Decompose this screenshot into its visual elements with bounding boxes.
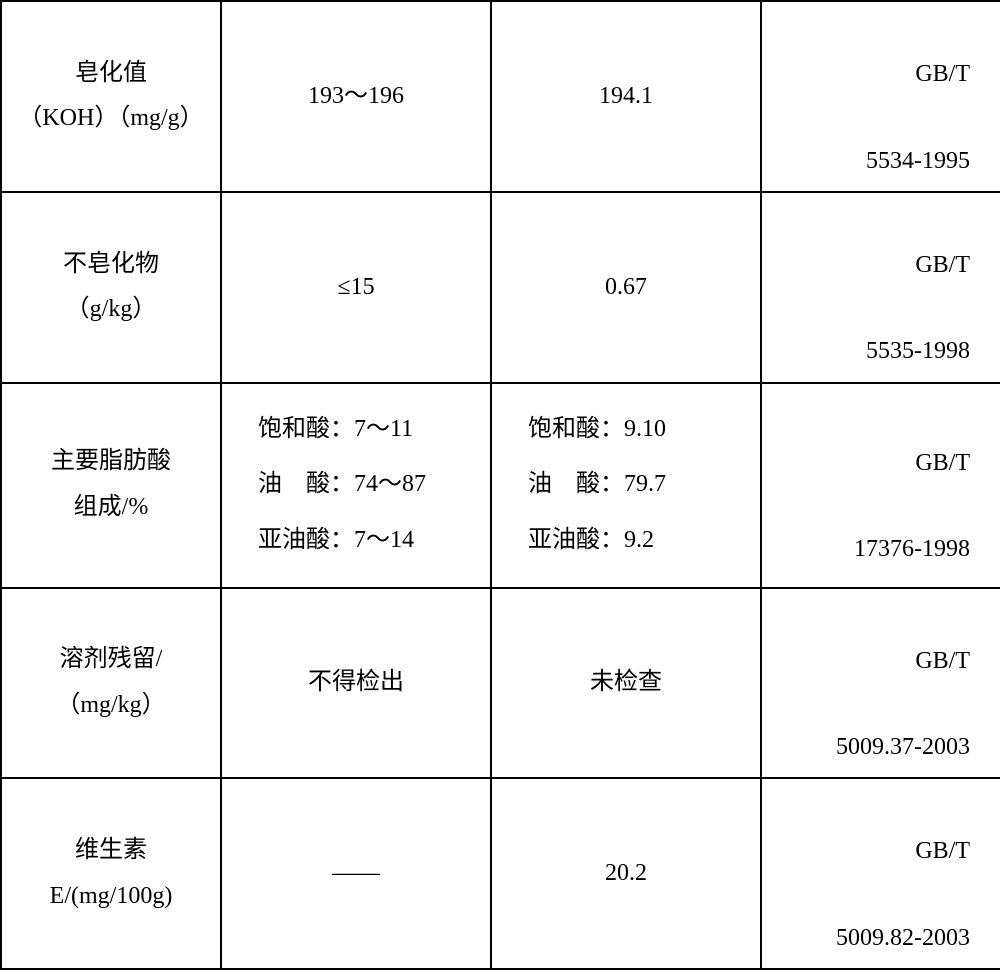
result-cell: 饱和酸：9.10 油 酸：79.7 亚油酸：9.2	[491, 383, 761, 588]
spec-cell: 不得检出	[221, 588, 491, 779]
table-row: 溶剂残留/ （mg/kg） 不得检出 未检查 GB/T 5009.37-2003	[1, 588, 1000, 779]
spec-cell: 193～196	[221, 1, 491, 192]
param-line2: E/(mg/100g)	[14, 874, 208, 920]
param-line1: 溶剂残留/	[14, 637, 208, 683]
spec-line: 饱和酸：7～11	[258, 402, 426, 457]
param-line1: 不皂化物	[14, 242, 208, 288]
spec-line: 亚油酸：7～14	[258, 513, 426, 568]
param-line2: 组成/%	[14, 485, 208, 531]
method-cell: GB/T 5534-1995	[761, 1, 1000, 192]
method-line1: GB/T	[915, 830, 970, 873]
spec-table: 皂化值 （KOH）（mg/g） 193～196 194.1 GB/T 5534-…	[0, 0, 1000, 970]
param-line2: （g/kg）	[14, 287, 208, 333]
param-cell: 不皂化物 （g/kg）	[1, 192, 221, 383]
method-line2: 5009.37-2003	[836, 726, 970, 769]
table-row: 维生素 E/(mg/100g) —— 20.2 GB/T 5009.82-200…	[1, 778, 1000, 969]
method-cell: GB/T 5535-1998	[761, 192, 1000, 383]
spec-cell: 饱和酸：7～11 油 酸：74～87 亚油酸：7～14	[221, 383, 491, 588]
param-cell: 维生素 E/(mg/100g)	[1, 778, 221, 969]
table-row: 不皂化物 （g/kg） ≤15 0.67 GB/T 5535-1998	[1, 192, 1000, 383]
method-line2: 17376-1998	[854, 528, 970, 571]
table-row: 皂化值 （KOH）（mg/g） 193～196 194.1 GB/T 5534-…	[1, 1, 1000, 192]
method-line2: 5535-1998	[866, 330, 970, 373]
param-cell: 溶剂残留/ （mg/kg）	[1, 588, 221, 779]
method-cell: GB/T 5009.82-2003	[761, 778, 1000, 969]
spec-cell: ——	[221, 778, 491, 969]
method-line1: GB/T	[915, 244, 970, 287]
method-cell: GB/T 17376-1998	[761, 383, 1000, 588]
param-cell: 皂化值 （KOH）（mg/g）	[1, 1, 221, 192]
method-line2: 5009.82-2003	[836, 917, 970, 960]
method-line2: 5534-1995	[866, 140, 970, 183]
method-cell: GB/T 5009.37-2003	[761, 588, 1000, 779]
param-line1: 主要脂肪酸	[14, 439, 208, 485]
result-line: 油 酸：79.7	[528, 457, 666, 512]
method-line1: GB/T	[915, 640, 970, 683]
table-container: 皂化值 （KOH）（mg/g） 193～196 194.1 GB/T 5534-…	[0, 0, 1000, 613]
method-line1: GB/T	[915, 53, 970, 96]
result-line: 亚油酸：9.2	[528, 513, 666, 568]
spec-line: 油 酸：74～87	[258, 457, 426, 512]
result-cell: 194.1	[491, 1, 761, 192]
param-line2: （mg/kg）	[14, 683, 208, 729]
result-cell: 0.67	[491, 192, 761, 383]
param-line2: （KOH）（mg/g）	[14, 96, 208, 142]
table-row: 主要脂肪酸 组成/% 饱和酸：7～11 油 酸：74～87 亚油酸：7～14 饱…	[1, 383, 1000, 588]
result-cell: 未检查	[491, 588, 761, 779]
result-line: 饱和酸：9.10	[528, 402, 666, 457]
param-line1: 皂化值	[14, 51, 208, 97]
result-cell: 20.2	[491, 778, 761, 969]
param-cell: 主要脂肪酸 组成/%	[1, 383, 221, 588]
param-line1: 维生素	[14, 828, 208, 874]
method-line1: GB/T	[915, 442, 970, 485]
spec-cell: ≤15	[221, 192, 491, 383]
